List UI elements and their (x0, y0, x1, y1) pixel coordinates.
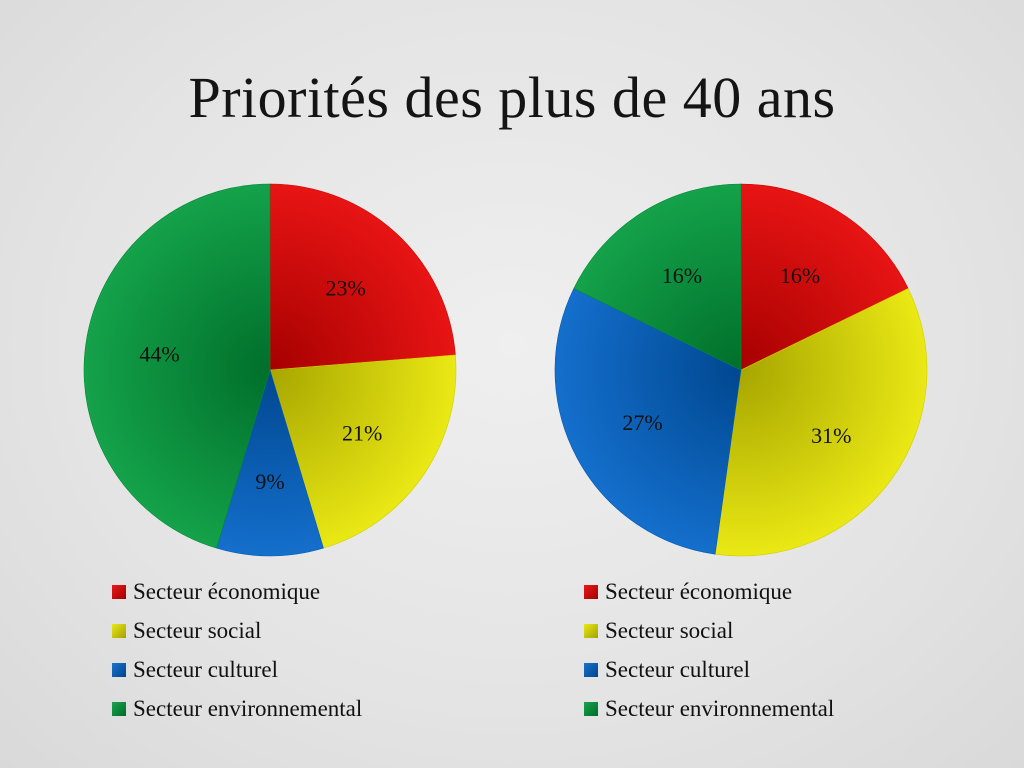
legend-swatch (112, 584, 126, 599)
pie-slice-right-secteur-social (714, 288, 928, 557)
pie-slice-left-secteur-social (269, 354, 457, 549)
pie-slice-left-secteur-economique (269, 183, 456, 371)
legend-label: Secteur économique (605, 578, 793, 604)
data-label-right-secteur-social: 31% (811, 423, 851, 448)
legend-right: Secteur économique Secteur social Secteur … (584, 572, 834, 728)
legend-swatch (584, 623, 598, 638)
legend-item-right-secteur-culturel: Secteur culturel (584, 650, 834, 689)
pie-slice-left-secteur-culturel (216, 368, 324, 557)
data-label-right-secteur-culturel: 27% (622, 410, 662, 435)
legend-swatch (584, 584, 598, 599)
legend-item-left-secteur-environnemental: Secteur environnemental (112, 689, 362, 728)
legend-swatch (112, 623, 126, 638)
legend-swatch (584, 662, 598, 677)
data-label-left-secteur-economique: 23% (326, 276, 366, 301)
pie-slice-right-secteur-environnemental (573, 183, 742, 371)
pie-slice-left-secteur-environnemental (83, 183, 271, 549)
legend-label: Secteur culturel (133, 656, 278, 682)
legend-item-left-secteur-economique: Secteur économique (112, 572, 362, 611)
legend-label: Secteur culturel (605, 656, 750, 682)
legend-label: Secteur social (133, 617, 262, 643)
slide-title: Priorités des plus de 40 ans (188, 65, 836, 130)
legend-item-left-secteur-culturel: Secteur culturel (112, 650, 362, 689)
legend-label: Secteur environnemental (133, 695, 363, 721)
legend-swatch (112, 701, 126, 716)
data-label-left-secteur-culturel: 9% (255, 469, 284, 494)
pie-slice-right-secteur-economique (740, 183, 909, 371)
legend-item-right-secteur-social: Secteur social (584, 611, 834, 650)
data-label-right-secteur-environnemental: 16% (662, 263, 702, 288)
data-label-left-secteur-environnemental: 44% (139, 341, 179, 366)
legend-swatch (584, 701, 598, 716)
pie-chart-left: 23% 21% 9% 44% (83, 183, 457, 557)
legend-label: Secteur économique (133, 578, 321, 604)
pie-slice-right-secteur-culturel (554, 288, 742, 555)
legend-left: Secteur économique Secteur social Secteur … (112, 572, 362, 728)
legend-item-right-secteur-environnemental: Secteur environnemental (584, 689, 834, 728)
data-label-right-secteur-economique: 16% (780, 263, 820, 288)
legend-label: Secteur environnemental (605, 695, 835, 721)
legend-item-right-secteur-economique: Secteur économique (584, 572, 834, 611)
legend-swatch (112, 662, 126, 677)
pie-chart-right: 16% 31% 27% 16% (554, 183, 928, 557)
legend-item-left-secteur-social: Secteur social (112, 611, 362, 650)
legend-label: Secteur social (605, 617, 734, 643)
data-label-left-secteur-social: 21% (342, 420, 382, 445)
